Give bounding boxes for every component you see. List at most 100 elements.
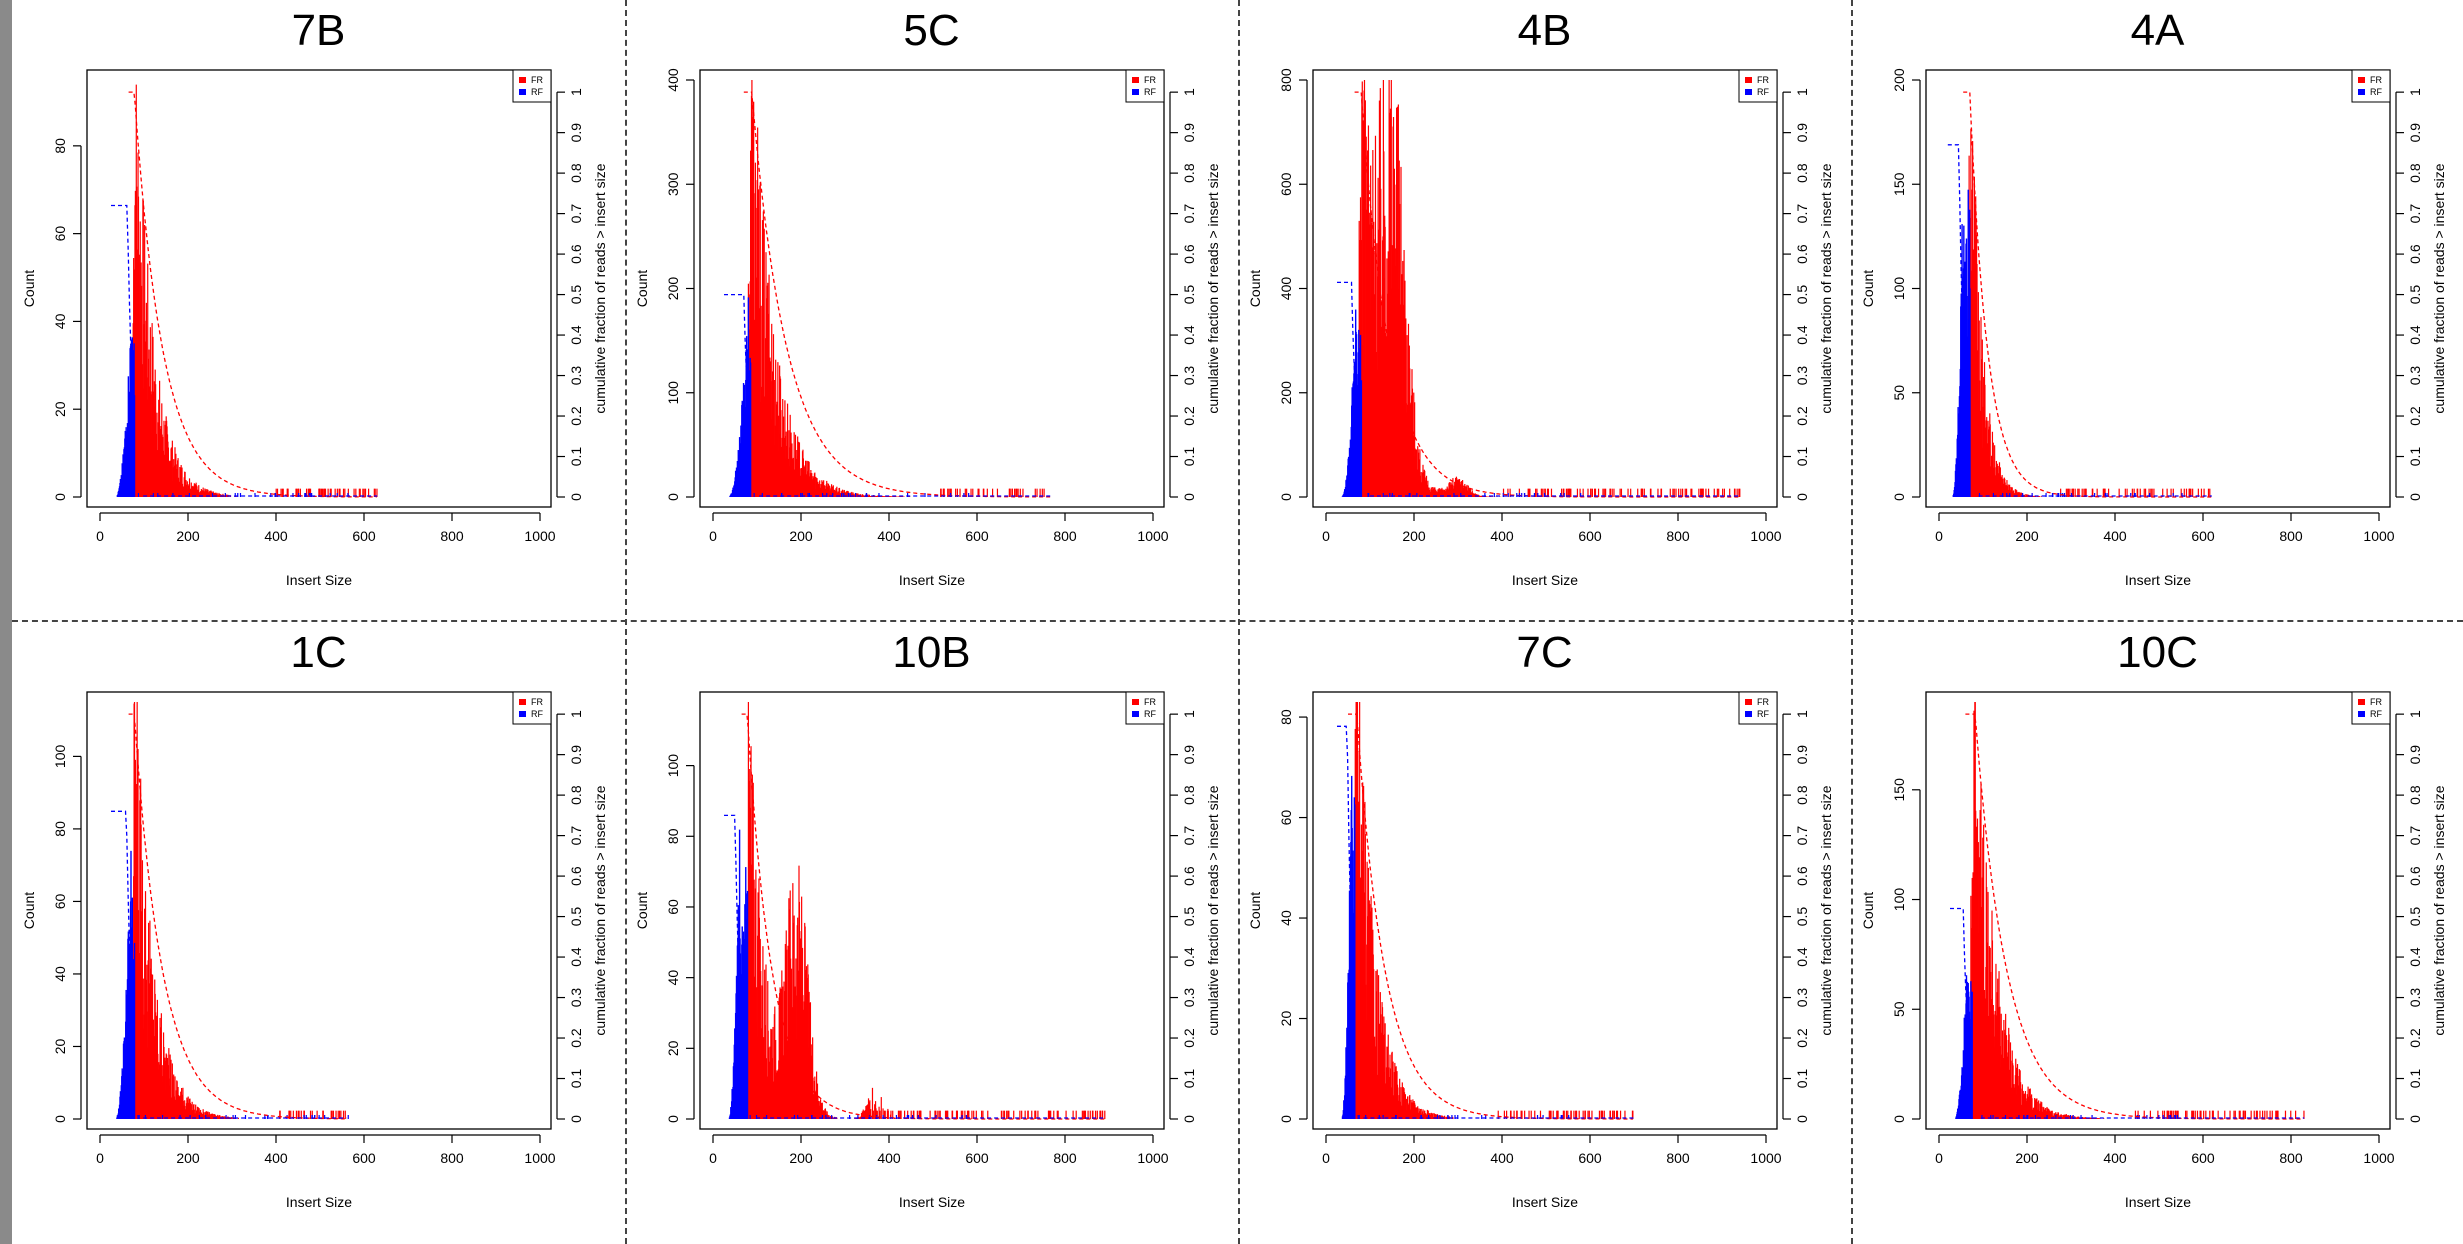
rf-bar [2055, 1115, 2057, 1119]
fr-bar [2078, 488, 2080, 497]
fr-bar [210, 1113, 212, 1119]
rf-bar [138, 1115, 140, 1119]
fr-bar [1685, 488, 1688, 497]
fr-bar [1445, 1116, 1447, 1119]
rf-bar [797, 1115, 799, 1119]
y-tick-label: 20 [52, 401, 68, 417]
y2-tick-label: 0.4 [1794, 325, 1810, 345]
fr-bar [1452, 1117, 1454, 1119]
fr-bar [224, 1116, 226, 1119]
rf-bar [1971, 991, 1973, 1119]
rf-bar [907, 493, 909, 497]
fr-bar [1678, 488, 1680, 497]
fr-bar [1976, 826, 1978, 1119]
fr-bar [2170, 1110, 2172, 1119]
fr-bar [1468, 488, 1470, 497]
fr-bar [1363, 80, 1366, 497]
fr-bar [1718, 488, 1720, 497]
fr-bar [1370, 896, 1372, 1119]
fr-bar [207, 1111, 209, 1119]
rf-bar [2134, 493, 2136, 497]
fr-bar [177, 458, 179, 497]
x-tick-label: 800 [1666, 1150, 1690, 1166]
y2-tick-label: 0 [568, 493, 584, 501]
fr-bar [2031, 1098, 2033, 1119]
fr-bar [2244, 1110, 2247, 1119]
fr-bar [960, 1110, 962, 1119]
rf-bar [1360, 380, 1363, 497]
fr-bar [2012, 1065, 2014, 1119]
fr-bar [1404, 1094, 1406, 1119]
fr-bar [1430, 1112, 1432, 1119]
y-tick-label: 200 [665, 277, 681, 301]
y-tick-label: 0 [1891, 1115, 1907, 1123]
chart-svg: 0 200 400 600 800 1000 Insert Size 0 20 40 60 80 Cou… [21, 69, 608, 588]
rf-bar [766, 1115, 768, 1119]
fr-bar [1467, 485, 1469, 497]
fr-bar [1364, 834, 1366, 1119]
fr-bar [2077, 488, 2079, 497]
fr-bar [862, 494, 864, 497]
legend-swatch-fr [2358, 699, 2365, 705]
fr-bar [887, 1110, 889, 1119]
fr-bar [2183, 488, 2185, 497]
fr-bar [2047, 1108, 2049, 1119]
fr-bar [2083, 488, 2085, 497]
rf-bar [1537, 493, 1539, 497]
rf-bar [1454, 1115, 1456, 1119]
panel-divider-vertical [1238, 0, 1240, 1244]
fr-bar [287, 488, 289, 497]
y2-tick-label: 1 [1181, 710, 1197, 718]
fr-bar [1556, 1110, 1558, 1119]
fr-cumulative-line [741, 713, 1105, 1120]
fr-bar [305, 488, 308, 497]
y2-tick-label: 0 [568, 1115, 584, 1123]
fr-bar [338, 1110, 341, 1119]
bars-group [729, 80, 1045, 498]
fr-bar [938, 1110, 940, 1119]
fr-bar [1602, 488, 1604, 497]
y-tick-label: 400 [1278, 277, 1294, 301]
y-tick-label: 80 [52, 821, 68, 837]
x-tick-label: 600 [2191, 1150, 2215, 1166]
chart-title: 7B [291, 6, 346, 55]
x-axis-label: Insert Size [2125, 1194, 2191, 1210]
fr-bar [1700, 488, 1702, 497]
rf-bar [2168, 1115, 2170, 1119]
fr-bar [904, 1110, 906, 1119]
rf-bar [2134, 493, 2136, 497]
y2-tick-label: 0.1 [1794, 447, 1810, 467]
fr-bar [869, 1100, 871, 1119]
fr-bar [2209, 1110, 2211, 1119]
fr-bar [831, 1116, 834, 1119]
fr-bar [1598, 1110, 1601, 1119]
fr-bar [890, 1110, 892, 1119]
rf-bar [868, 1115, 871, 1119]
fr-bar [2092, 488, 2094, 497]
y-tick-label: 150 [1891, 778, 1907, 802]
legend: FR RF [1738, 69, 1778, 103]
fr-bar [1619, 488, 1621, 497]
rf-bar [2104, 493, 2106, 497]
fr-bar [1673, 488, 1675, 497]
y2-tick-label: 0.5 [2407, 285, 2423, 305]
y2-tick-label: 0.6 [568, 866, 584, 886]
fr-bar [290, 1110, 292, 1119]
fr-bar [322, 1110, 324, 1119]
fr-bar [1452, 478, 1454, 497]
rf-bar [2174, 1115, 2176, 1119]
fr-bar [2151, 488, 2153, 497]
x-tick-label: 600 [2191, 528, 2215, 544]
x-axis: 0 200 400 600 800 1000 [709, 1134, 1169, 1166]
fr-bar [1591, 488, 1593, 497]
rf-bar [878, 493, 880, 497]
rf-bar [239, 493, 242, 497]
rf-bar [1451, 1115, 1453, 1119]
fr-bar [1419, 449, 1421, 497]
fr-bar [1567, 488, 1569, 497]
fr-bar [939, 1110, 941, 1119]
rf-bar [311, 1115, 313, 1119]
fr-bar [814, 472, 816, 497]
bars-group [1955, 702, 2305, 1119]
fr-bar [1627, 488, 1629, 497]
